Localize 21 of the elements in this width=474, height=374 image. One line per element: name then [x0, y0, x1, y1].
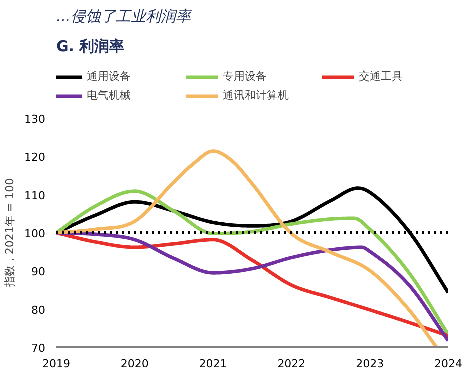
x-tick-label: 2022	[278, 358, 306, 370]
x-tick-label: 2023	[356, 358, 384, 370]
chart-title: ...侵蚀了工业利润率	[56, 8, 193, 26]
x-tick-label: 2019	[42, 358, 71, 370]
y-tick-label: 90	[32, 266, 46, 279]
chart-subtitle: G. 利润率	[56, 38, 125, 56]
x-tick-label: 2021	[199, 358, 228, 370]
y-tick-label: 80	[32, 304, 46, 317]
y-tick-label: 120	[24, 151, 46, 164]
legend-label: 电气机械	[87, 88, 132, 103]
x-tick-label: 2024	[434, 358, 463, 370]
legend-label: 专用设备	[223, 69, 268, 84]
y-tick-label: 70	[32, 342, 46, 355]
x-tick-label: 2020	[120, 358, 149, 370]
legend-label: 交通工具	[359, 69, 404, 84]
y-tick-label: 110	[24, 189, 46, 202]
y-tick-label: 130	[24, 113, 46, 126]
legend-label: 通用设备	[87, 69, 132, 84]
y-axis-title: 指数，2021年 = 100	[4, 178, 17, 289]
y-tick-label: 100	[24, 228, 46, 240]
legend-label: 通讯和计算机	[223, 88, 290, 103]
